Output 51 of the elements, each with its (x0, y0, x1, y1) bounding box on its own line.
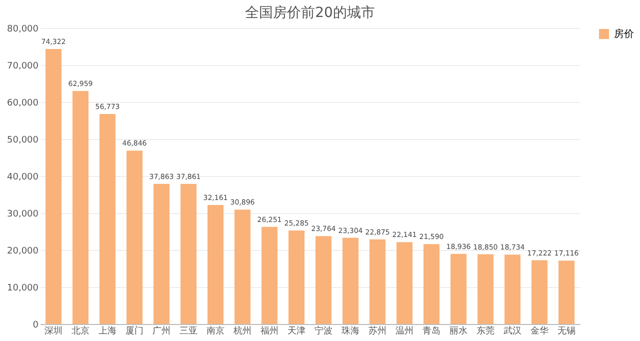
y-tick-label: 30,000 (7, 210, 39, 220)
bar (100, 114, 116, 324)
x-tick-label: 深圳 (44, 326, 62, 336)
bar (180, 184, 196, 324)
x-tick-label: 宁波 (314, 326, 332, 336)
legend-label: 房价 (614, 28, 634, 40)
x-tick-label: 武汉 (504, 326, 522, 336)
bar (154, 184, 170, 324)
bar (208, 205, 224, 324)
x-tick-label: 上海 (98, 326, 116, 336)
x-tick-label: 广州 (152, 326, 170, 336)
y-tick-label: 70,000 (7, 62, 39, 72)
y-tick-label: 40,000 (7, 172, 39, 182)
bar (504, 254, 520, 324)
bar (72, 91, 88, 324)
bar (262, 226, 278, 324)
bar (342, 238, 358, 324)
x-tick-label: 东莞 (476, 326, 494, 336)
bar (126, 150, 142, 324)
bar (46, 49, 62, 324)
x-tick-label: 无锡 (558, 326, 576, 336)
x-tick-label: 福州 (260, 326, 278, 336)
x-tick-label: 金华 (530, 326, 548, 336)
y-tick-label: 10,000 (7, 284, 39, 294)
y-tick-label: 20,000 (7, 246, 39, 256)
bar (316, 236, 332, 324)
x-tick-label: 南京 (206, 326, 224, 336)
x-tick-label: 苏州 (368, 326, 386, 336)
y-tick-label: 80,000 (7, 24, 39, 34)
x-tick-label: 杭州 (232, 326, 252, 336)
bar (396, 242, 412, 324)
x-tick-label: 珠海 (342, 326, 360, 336)
bar (450, 254, 466, 324)
bar (532, 260, 548, 324)
x-tick-label: 三亚 (180, 326, 198, 336)
bar (288, 230, 304, 324)
bar (424, 244, 440, 324)
bar (370, 239, 386, 324)
x-tick-label: 北京 (72, 326, 90, 336)
x-tick-label: 天津 (288, 326, 306, 336)
x-tick-label: 青岛 (422, 326, 440, 336)
y-tick-label: 50,000 (7, 136, 39, 146)
y-tick-label: 60,000 (7, 98, 39, 108)
bar (478, 254, 494, 324)
chart-title: 全国房价前20的城市 (245, 5, 375, 21)
y-tick-label: 0 (32, 320, 39, 330)
x-tick-label: 丽水 (450, 326, 468, 336)
x-tick-label: 温州 (396, 326, 414, 336)
bar (558, 260, 574, 324)
x-tick-label: 厦门 (126, 326, 144, 336)
bar (234, 210, 250, 324)
